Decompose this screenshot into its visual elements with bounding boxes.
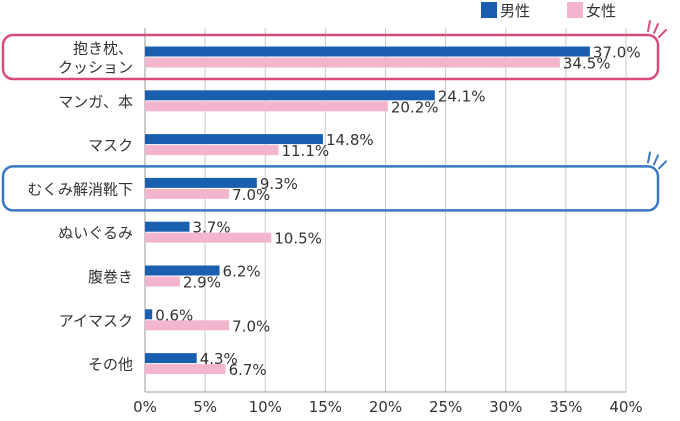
x-tick-label: 35%: [549, 398, 582, 416]
bar-female: [145, 364, 226, 375]
bar-male: [145, 265, 220, 276]
category-label: マンガ、本: [58, 93, 133, 111]
data-label: 14.8%: [326, 131, 374, 149]
x-axis-ticks: 0% 5% 10% 15% 20% 25% 30% 35% 40%: [133, 398, 643, 416]
emphasis-mark: [658, 29, 667, 38]
bar-male: [145, 90, 435, 101]
category-label: むくみ解消靴下: [27, 180, 133, 198]
data-label: 24.1%: [438, 87, 486, 105]
bar-female: [145, 145, 279, 156]
category-label: 抱き枕、: [73, 40, 133, 58]
category-label: ぬいぐるみ: [58, 224, 133, 242]
emphasis-mark: [653, 154, 659, 166]
labels: 37.0%34.5%抱き枕、クッション24.1%20.2%マンガ、本14.8%1…: [27, 40, 640, 380]
legend-label: 女性: [586, 2, 616, 20]
bar-female: [145, 188, 230, 199]
x-tick-label: 40%: [609, 398, 642, 416]
bar-female: [145, 320, 230, 331]
x-tick-label: 30%: [489, 398, 522, 416]
x-tick-label: 20%: [369, 398, 402, 416]
highlight-box: [1, 33, 660, 81]
x-tick-label: 0%: [133, 398, 157, 416]
bar-female: [145, 232, 272, 243]
data-label: 3.7%: [192, 219, 230, 237]
data-label: 6.7%: [229, 361, 267, 379]
emphasis-mark: [647, 20, 651, 32]
highlight-box: [1, 165, 660, 212]
emphasis-mark: [658, 160, 667, 170]
bar-male: [145, 134, 323, 145]
data-label: 9.3%: [260, 175, 298, 193]
category-highlights: [1, 20, 667, 212]
x-tick-label: 5%: [193, 398, 217, 416]
data-label: 37.0%: [593, 44, 641, 62]
data-label: 10.5%: [274, 230, 322, 248]
data-label: 20.2%: [391, 98, 439, 116]
bar-female: [145, 57, 560, 68]
bar-female: [145, 276, 180, 287]
category-label: その他: [88, 356, 133, 374]
x-tick-label: 15%: [309, 398, 342, 416]
bar-male: [145, 309, 153, 320]
data-label: 7.0%: [232, 186, 270, 204]
legend-label: 男性: [500, 2, 530, 20]
legend-swatch: [481, 2, 497, 18]
bar-male: [145, 353, 197, 364]
data-label: 6.2%: [223, 263, 261, 281]
x-tick-label: 25%: [429, 398, 462, 416]
bar-male: [145, 177, 257, 188]
data-label: 0.6%: [155, 306, 193, 324]
category-label: 腹巻き: [88, 268, 133, 286]
data-label: 2.9%: [183, 274, 221, 292]
data-label: 34.5%: [563, 55, 611, 73]
data-label: 11.1%: [281, 142, 329, 160]
data-label: 4.3%: [200, 350, 238, 368]
data-label: 7.0%: [232, 317, 270, 335]
bar-male: [145, 221, 190, 232]
emphasis-mark: [647, 151, 651, 164]
bar-male: [145, 46, 590, 57]
legend-swatch: [567, 2, 583, 18]
x-tick-label: 10%: [249, 398, 282, 416]
bars: [145, 46, 590, 375]
bar-female: [145, 101, 388, 112]
legend: 男性 女性: [481, 2, 616, 20]
category-label: アイマスク: [59, 312, 133, 330]
category-label: マスク: [88, 137, 133, 155]
category-label: クッション: [58, 59, 133, 77]
emphasis-mark: [653, 23, 659, 34]
